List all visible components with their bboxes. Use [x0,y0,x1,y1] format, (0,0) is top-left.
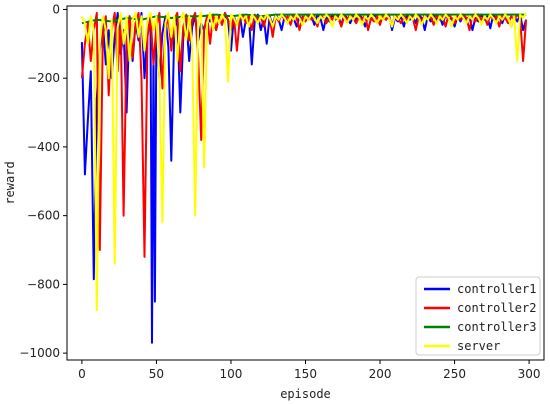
x-tick-label: 100 [220,367,243,381]
legend-label-server: server [457,339,500,353]
y-tick-label: 0 [52,2,60,16]
x-tick-label: 250 [443,367,466,381]
y-tick-label: −400 [27,140,60,154]
series-line-server [80,11,527,312]
x-tick-label: 150 [294,367,317,381]
x-tick-label: 200 [369,367,392,381]
x-tick-label: 0 [78,367,86,381]
x-axis-label: episode [280,387,331,401]
legend-label-controller2: controller2 [457,301,536,315]
y-axis-ticks: 0 −200 −400 −600 −800 −1000 [19,2,67,360]
series-layer [80,11,528,344]
y-axis-label: reward [3,161,17,204]
y-tick-label: −600 [27,209,60,223]
x-axis-ticks: 0 50 100 150 200 250 300 [78,360,541,381]
y-tick-label: −200 [27,71,60,85]
x-tick-label: 300 [518,367,541,381]
legend-label-controller1: controller1 [457,282,536,296]
x-tick-label: 50 [149,367,164,381]
y-tick-label: −1000 [19,346,60,360]
legend-label-controller3: controller3 [457,320,536,334]
legend-items: controller1 controller2 controller3 server [424,282,536,353]
y-tick-label: −800 [27,277,60,291]
legend-box [415,276,541,356]
chart-legend: controller1 controller2 controller3 server [415,276,541,356]
